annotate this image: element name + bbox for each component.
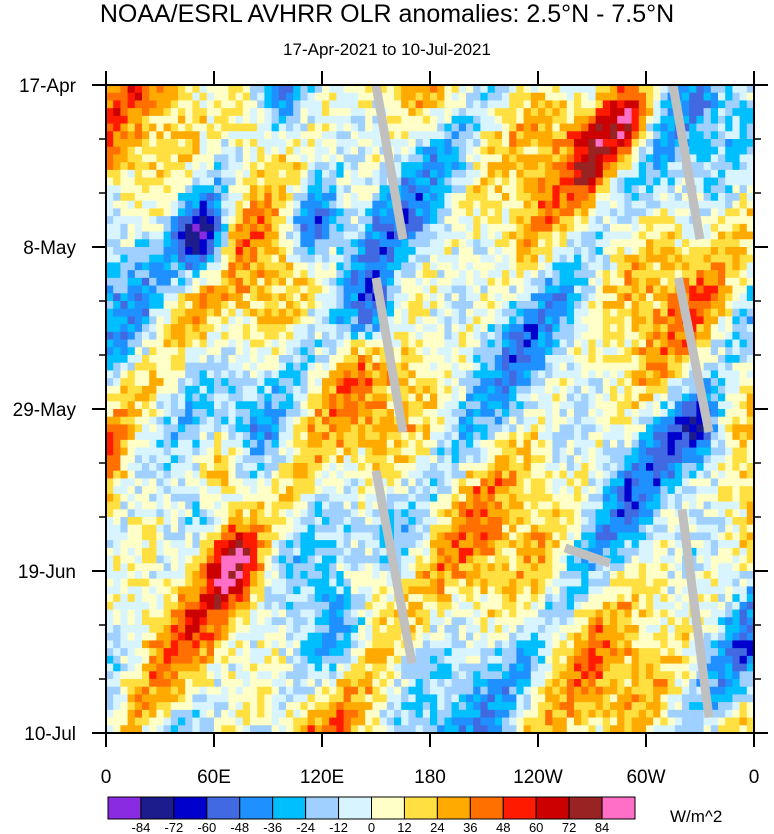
colorbar-swatch: [239, 796, 274, 820]
colorbar-label: 48: [496, 820, 510, 834]
anomaly-field: [106, 85, 754, 733]
colorbar-label: -84: [132, 820, 151, 834]
colorbar-swatch: [107, 796, 142, 820]
y-tick-label: 19-Jun: [18, 562, 76, 583]
colorbar-swatch: [140, 796, 175, 820]
x-tick-label: 120W: [513, 767, 563, 788]
y-tick-label: 29-May: [13, 400, 77, 421]
colorbar-label: 84: [595, 820, 609, 834]
colorbar-label: 36: [463, 820, 477, 834]
missing-data-streak: [371, 277, 408, 433]
colorbar-swatch: [535, 796, 570, 820]
colorbar-swatch: [338, 796, 372, 820]
y-tick-label: 10-Jul: [24, 724, 76, 745]
chart-subtitle: 17-Apr-2021 to 10-Jul-2021: [283, 40, 491, 59]
colorbar-label: -60: [197, 820, 216, 834]
chart-title: NOAA/ESRL AVHRR OLR anomalies: 2.5°N - 7…: [99, 0, 675, 28]
colorbar-swatch: [601, 796, 636, 820]
x-tick-label: 120E: [300, 767, 344, 788]
missing-data-streak: [563, 543, 612, 568]
axes: 17-Apr 8-May 29-May 19-Jun 10-Jul 0 60E 120E 180…: [13, 71, 768, 788]
colorbar-label: -36: [263, 820, 282, 834]
colorbar-swatch: [469, 796, 504, 820]
y-tick-label: 8-May: [23, 238, 76, 259]
x-tick-label: 0: [749, 767, 760, 788]
colorbar-label: 72: [562, 820, 576, 834]
missing-data-streak: [371, 469, 417, 665]
missing-data-streak: [668, 85, 705, 241]
missing-data-streak: [677, 508, 714, 719]
x-tick-label: 60W: [626, 767, 665, 788]
colorbar-label: -72: [164, 820, 183, 834]
colorbar-units: W/m^2: [670, 807, 722, 826]
colorbar-swatch: [403, 796, 438, 820]
colorbar-label: 0: [368, 820, 375, 834]
missing-data-streak: [371, 85, 408, 241]
x-tick-label: 180: [414, 767, 446, 788]
x-tick-label: 0: [101, 767, 112, 788]
missing-data-streak: [673, 276, 714, 434]
colorbar-label: 12: [397, 820, 411, 834]
colorbar: -84 -72 -60 -48 -36 -24 -12 0 12 24 36 48 60 72 84 W/m^…: [107, 796, 722, 834]
colorbar-swatch: [568, 796, 603, 820]
x-tick-label: 60E: [197, 767, 231, 788]
colorbar-swatch: [305, 796, 340, 820]
colorbar-label: -24: [296, 820, 315, 834]
colorbar-swatch: [206, 796, 241, 820]
y-tick-label: 17-Apr: [19, 76, 77, 97]
colorbar-label: 60: [529, 820, 543, 834]
colorbar-swatch: [371, 796, 405, 820]
colorbar-label: 24: [430, 820, 444, 834]
colorbar-label: -12: [329, 820, 348, 834]
colorbar-swatch: [436, 796, 471, 820]
colorbar-swatch: [173, 796, 208, 820]
colorbar-label: -48: [230, 820, 249, 834]
colorbar-swatch: [502, 796, 537, 820]
colorbar-swatch: [272, 796, 307, 820]
